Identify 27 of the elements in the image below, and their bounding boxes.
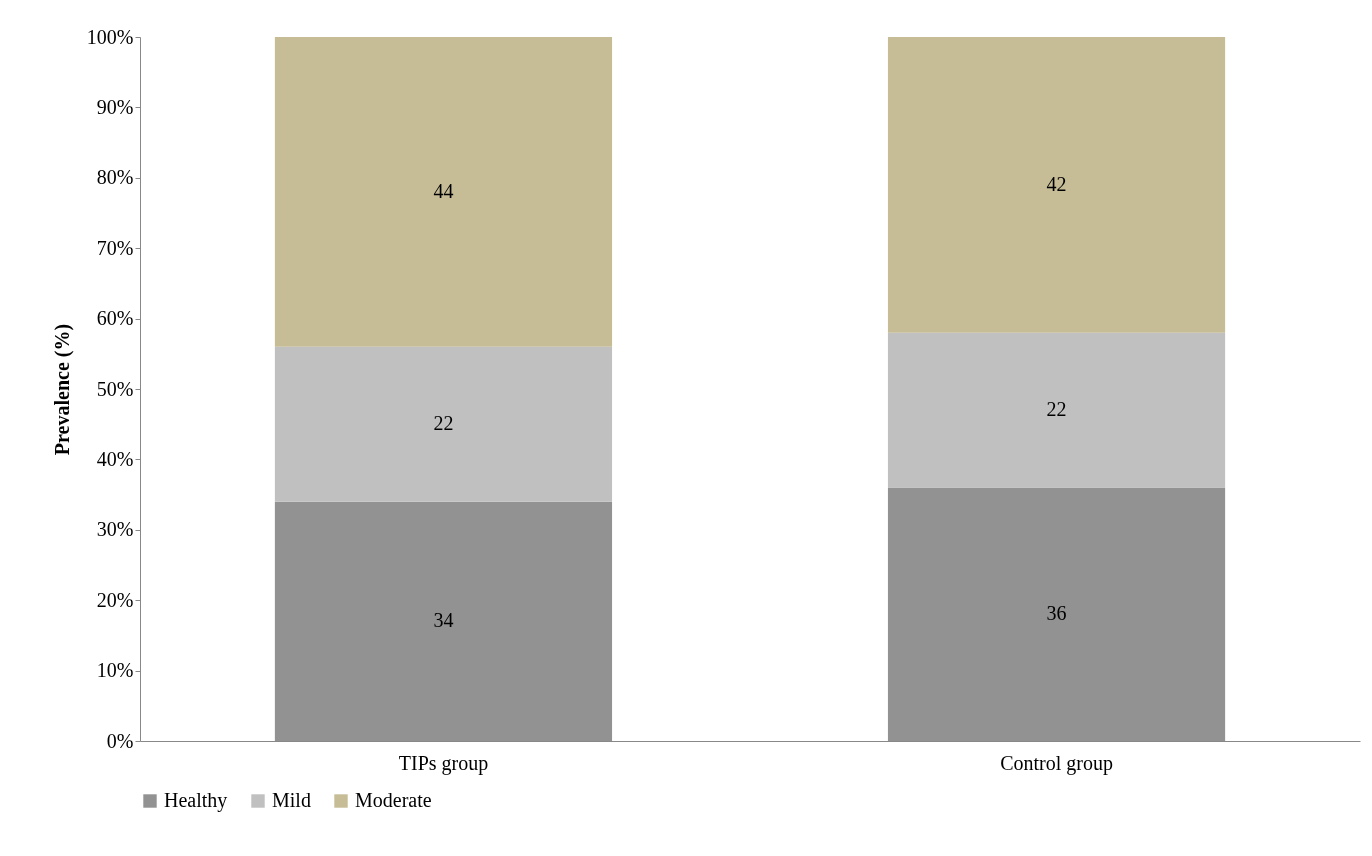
y-tick-label: 30% [96, 518, 134, 541]
y-tick-label: 60% [96, 307, 134, 330]
bar [274, 37, 613, 347]
data-label: 42 [1046, 172, 1067, 195]
y-tick-label: 100% [86, 25, 134, 48]
data-label: 22 [1046, 398, 1067, 421]
x-tick-label: Control group [1000, 751, 1113, 775]
y-tick-label: 50% [96, 377, 134, 400]
y-tick-label: 40% [96, 447, 134, 470]
y-tick-label: 0% [106, 729, 134, 752]
y-tick-label: 90% [96, 95, 134, 118]
bar [274, 346, 613, 502]
x-tick-label: TIPs group [398, 751, 489, 775]
bar [887, 332, 1226, 488]
data-label: 34 [433, 609, 454, 632]
legend-label: Mild [272, 789, 311, 811]
data-label: 44 [433, 179, 454, 202]
y-axis-title: Prevalence (%) [50, 323, 74, 456]
bar [887, 37, 1226, 333]
y-tick-label: 10% [96, 659, 134, 682]
y-tick-label: 70% [96, 236, 134, 259]
data-label: 36 [1046, 602, 1067, 625]
legend-label: Healthy [164, 789, 228, 812]
data-label: 22 [433, 412, 454, 435]
legend-label: Moderate [355, 789, 432, 811]
y-tick-label: 20% [96, 588, 134, 611]
y-tick-label: 80% [96, 166, 134, 189]
